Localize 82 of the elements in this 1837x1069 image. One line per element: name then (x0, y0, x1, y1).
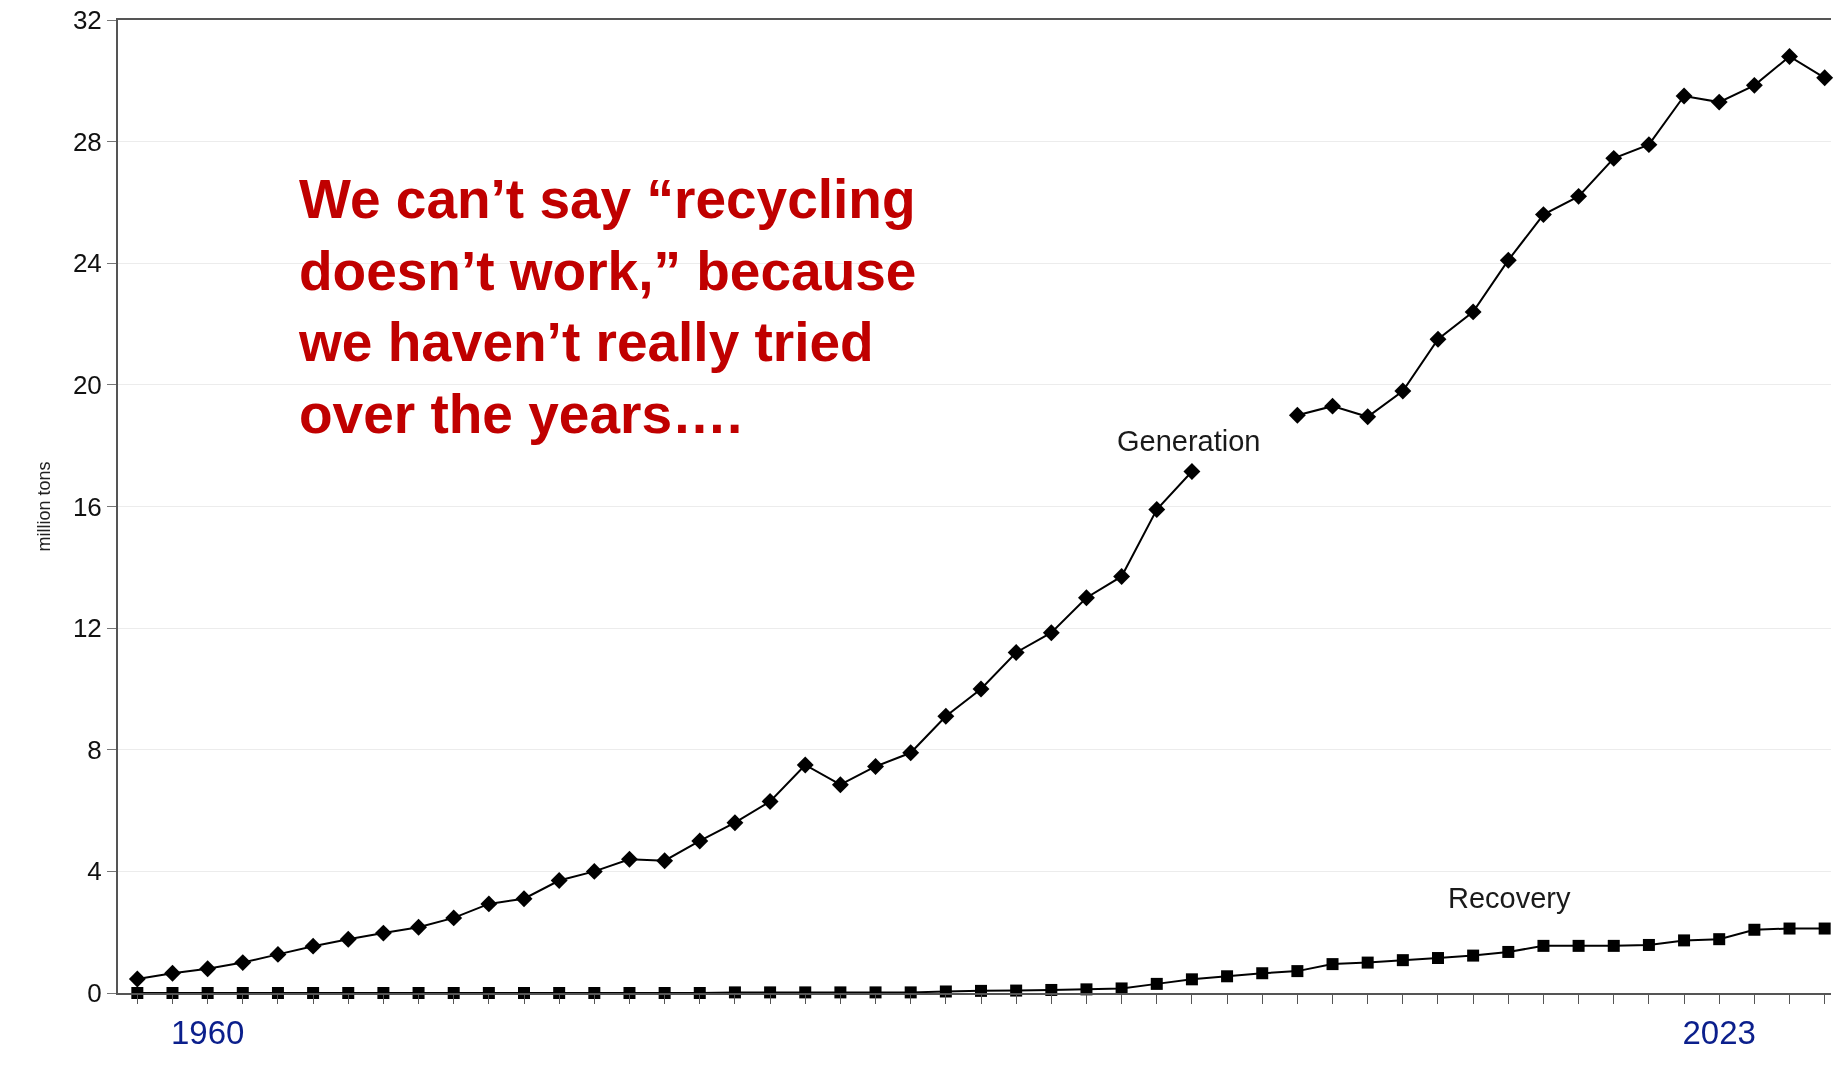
point (1710, 93, 1728, 111)
point (1148, 501, 1166, 518)
point (761, 792, 779, 810)
point (972, 680, 990, 698)
point (1221, 970, 1234, 983)
point (1572, 939, 1585, 952)
point (1185, 973, 1198, 986)
y-tick-label: 20 (72, 369, 102, 400)
point (1361, 956, 1374, 969)
point (1640, 136, 1658, 154)
point (1396, 954, 1409, 967)
point (234, 954, 252, 972)
point (1429, 330, 1447, 348)
point (1288, 406, 1306, 424)
point (585, 862, 603, 880)
point (1535, 206, 1552, 224)
point (1467, 949, 1480, 962)
x-tick-label: 1960 (170, 1013, 245, 1051)
y-axis-title: million tons (33, 461, 54, 552)
point (480, 895, 498, 913)
point (726, 814, 744, 832)
point (1042, 624, 1060, 642)
point (1678, 934, 1691, 947)
point (1748, 923, 1761, 936)
point (1359, 408, 1377, 426)
point (1183, 463, 1201, 480)
y-tick-label: 0 (87, 978, 102, 1009)
point (1324, 397, 1341, 415)
point (269, 945, 287, 963)
point (374, 924, 392, 942)
point (1431, 952, 1444, 965)
point (831, 776, 849, 794)
point (867, 758, 884, 775)
x-tick-label: 2023 (1682, 1013, 1756, 1051)
point (1607, 939, 1620, 952)
point (1745, 76, 1763, 94)
y-tick-label: 24 (72, 248, 102, 279)
point (937, 707, 955, 725)
point (445, 909, 463, 927)
point (1326, 958, 1339, 971)
y-tick-label: 12 (72, 613, 102, 644)
point (1113, 567, 1131, 585)
point (1675, 87, 1693, 105)
y-tick-label: 28 (72, 126, 102, 157)
point (1816, 69, 1834, 87)
point (515, 890, 533, 908)
point (691, 832, 709, 850)
point (1818, 922, 1831, 935)
point (1502, 945, 1515, 958)
point (410, 918, 428, 936)
point (128, 970, 146, 988)
point (1713, 933, 1726, 946)
point (1464, 303, 1482, 321)
point (1783, 922, 1796, 935)
point (199, 960, 217, 978)
y-tick-label: 4 (87, 856, 102, 887)
point (1150, 977, 1163, 990)
point (164, 964, 181, 982)
point (621, 850, 638, 868)
point (1605, 149, 1623, 167)
point (796, 756, 814, 774)
point (1570, 187, 1588, 205)
point (339, 930, 357, 948)
point (902, 744, 920, 762)
point (1291, 965, 1304, 978)
point (1537, 939, 1550, 952)
y-tick-label: 16 (72, 491, 102, 522)
series-label: Generation (1117, 425, 1261, 457)
point (1642, 938, 1655, 951)
point (1256, 967, 1269, 980)
point (1078, 589, 1095, 607)
point (1007, 644, 1025, 661)
annotation: We can’t say “recycling doesn’t work,” because we haven’t really tried over the years…. (298, 168, 917, 445)
y-tick-label: 32 (72, 5, 102, 36)
point (1781, 48, 1798, 65)
series-label: Recovery (1448, 882, 1571, 914)
point (304, 937, 322, 955)
point (550, 872, 568, 889)
point (1394, 382, 1412, 400)
point (656, 852, 674, 870)
point (1499, 251, 1517, 269)
y-tick-label: 8 (87, 734, 102, 765)
